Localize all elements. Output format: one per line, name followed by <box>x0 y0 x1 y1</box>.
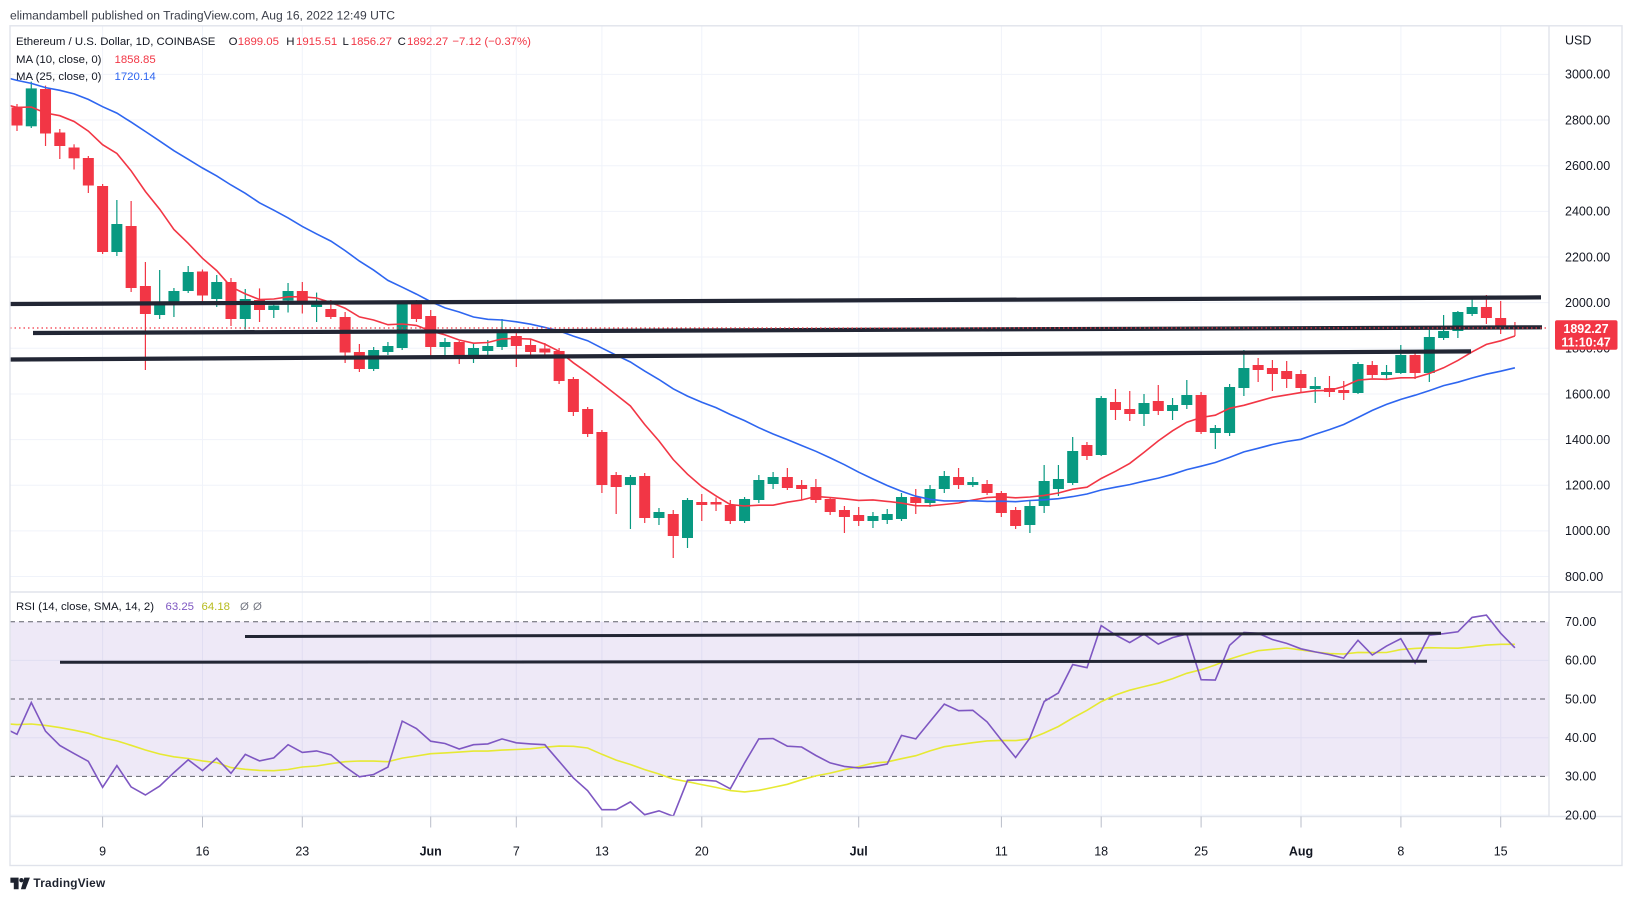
svg-text:70.00: 70.00 <box>1565 615 1596 629</box>
svg-text:1892.27: 1892.27 <box>1563 322 1608 336</box>
svg-text:63.25: 63.25 <box>166 601 195 613</box>
svg-text:15: 15 <box>1494 845 1508 859</box>
svg-text:16: 16 <box>196 845 210 859</box>
svg-text:2200.00: 2200.00 <box>1565 250 1610 264</box>
svg-text:1000.00: 1000.00 <box>1565 524 1610 538</box>
svg-text:11: 11 <box>995 845 1008 859</box>
svg-text:25: 25 <box>1194 845 1208 859</box>
svg-text:1400.00: 1400.00 <box>1565 433 1610 447</box>
svg-text:Jun: Jun <box>420 845 442 859</box>
svg-text:60.00: 60.00 <box>1565 654 1596 668</box>
svg-text:64.18: 64.18 <box>202 601 231 613</box>
svg-text:L: L <box>343 36 349 48</box>
svg-text:C: C <box>398 36 406 48</box>
svg-text:50.00: 50.00 <box>1565 692 1596 706</box>
svg-text:MA (25, close, 0): MA (25, close, 0) <box>16 71 102 83</box>
svg-text:18: 18 <box>1094 845 1108 859</box>
svg-text:RSI (14, close, SMA, 14, 2): RSI (14, close, SMA, 14, 2) <box>16 601 154 613</box>
svg-text:30.00: 30.00 <box>1565 770 1596 784</box>
svg-text:13: 13 <box>595 845 609 859</box>
svg-text:2800.00: 2800.00 <box>1565 113 1610 127</box>
svg-text:USD: USD <box>1565 34 1591 48</box>
svg-text:elimandambell published on Tra: elimandambell published on TradingView.c… <box>10 8 395 22</box>
svg-text:9: 9 <box>99 845 106 859</box>
svg-text:Ø: Ø <box>253 601 262 613</box>
svg-text:1858.85: 1858.85 <box>115 54 156 66</box>
svg-text:1915.51: 1915.51 <box>296 36 337 48</box>
svg-text:20: 20 <box>695 845 709 859</box>
svg-text:3000.00: 3000.00 <box>1565 68 1610 82</box>
svg-text:7: 7 <box>513 845 520 859</box>
svg-text:MA (10, close, 0): MA (10, close, 0) <box>16 54 102 66</box>
svg-text:1200.00: 1200.00 <box>1565 479 1610 493</box>
svg-text:1600.00: 1600.00 <box>1565 387 1610 401</box>
svg-text:2400.00: 2400.00 <box>1565 205 1610 219</box>
svg-text:1856.27: 1856.27 <box>351 36 392 48</box>
svg-text:Aug: Aug <box>1289 845 1313 859</box>
svg-text:2600.00: 2600.00 <box>1565 159 1610 173</box>
svg-text:Ø: Ø <box>240 601 249 613</box>
svg-text:O: O <box>229 36 238 48</box>
svg-text:Jul: Jul <box>850 845 868 859</box>
svg-text:8: 8 <box>1397 845 1404 859</box>
svg-text:11:10:47: 11:10:47 <box>1561 336 1610 350</box>
svg-text:−7.12 (−0.37%): −7.12 (−0.37%) <box>452 36 531 48</box>
svg-text:H: H <box>286 36 294 48</box>
svg-text:Ethereum / U.S. Dollar, 1D, CO: Ethereum / U.S. Dollar, 1D, COINBASE <box>16 36 216 48</box>
svg-text:800.00: 800.00 <box>1565 570 1603 584</box>
svg-text:2000.00: 2000.00 <box>1565 296 1610 310</box>
svg-text:20.00: 20.00 <box>1565 808 1596 822</box>
svg-text:23: 23 <box>295 845 309 859</box>
svg-text:1892.27: 1892.27 <box>407 36 448 48</box>
svg-text:TradingView: TradingView <box>33 876 106 890</box>
svg-text:1899.05: 1899.05 <box>238 36 279 48</box>
svg-text:40.00: 40.00 <box>1565 731 1596 745</box>
svg-text:1720.14: 1720.14 <box>115 71 156 83</box>
